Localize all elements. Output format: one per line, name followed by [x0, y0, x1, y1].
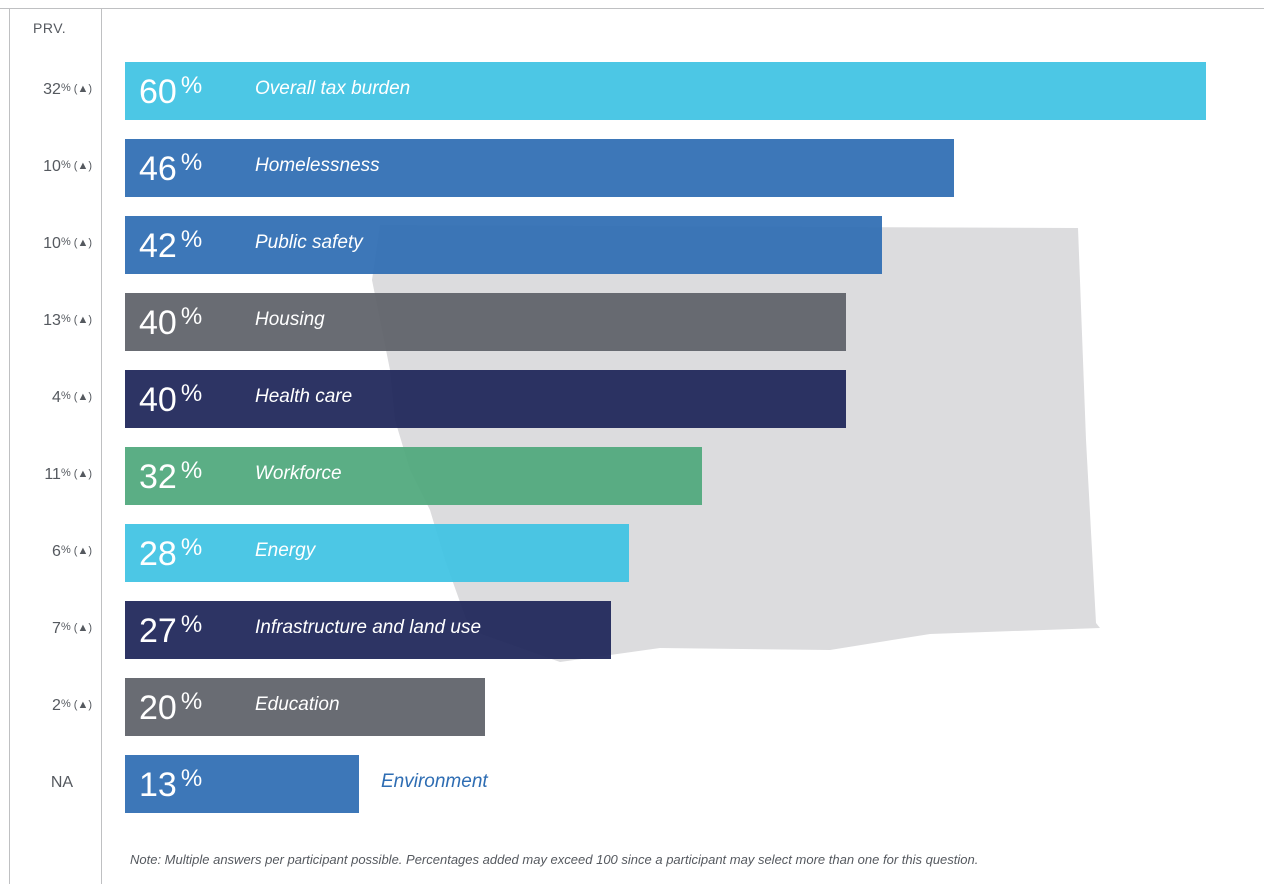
bar-value-label: 40%: [139, 303, 203, 342]
trend-up-icon: (▲): [70, 622, 92, 634]
trend-up-icon: (▲): [70, 699, 92, 711]
previous-value: 2% (▲): [52, 697, 92, 714]
bar-value-label: 60%: [139, 72, 203, 111]
previous-value: 7% (▲): [52, 620, 92, 637]
bar: [125, 216, 882, 274]
bar: [125, 678, 485, 736]
bar: [125, 524, 629, 582]
bar: [125, 293, 846, 351]
bar-value-label: 46%: [139, 149, 203, 188]
bar-value-label: 42%: [139, 226, 203, 265]
bar: [125, 370, 846, 428]
previous-value: 32% (▲): [43, 81, 92, 98]
column-divider: [101, 8, 102, 884]
previous-value: 11% (▲): [44, 466, 92, 483]
previous-value: 4% (▲): [52, 389, 92, 406]
bar-value-label: 40%: [139, 380, 203, 419]
previous-value: 10% (▲): [43, 158, 92, 175]
trend-up-icon: (▲): [70, 314, 92, 326]
bar-value-label: 28%: [139, 534, 203, 573]
bar-value-label: 13%: [139, 765, 203, 804]
bar: [125, 62, 1206, 120]
bar-category-label: Environment: [381, 771, 488, 792]
left-border: [9, 8, 10, 884]
trend-up-icon: (▲): [70, 160, 92, 172]
bar-category-label: Health care: [255, 386, 353, 407]
previous-value: 13% (▲): [43, 312, 92, 329]
bar-category-label: Public safety: [255, 232, 363, 253]
bar: [125, 447, 702, 505]
bar: [125, 601, 611, 659]
washington-state-shape: [372, 225, 1100, 662]
chart-note: Note: Multiple answers per participant p…: [130, 852, 979, 867]
top-border: [0, 8, 1264, 9]
trend-up-icon: (▲): [70, 83, 92, 95]
trend-up-icon: (▲): [70, 545, 92, 557]
previous-value: 6% (▲): [52, 543, 92, 560]
trend-up-icon: (▲): [70, 468, 92, 480]
previous-value: 10% (▲): [43, 235, 92, 252]
bar-category-label: Energy: [255, 540, 316, 561]
bar-category-label: Homelessness: [255, 155, 380, 176]
bar-category-label: Housing: [255, 309, 325, 330]
prv-header: PRV.: [33, 20, 67, 36]
bar-category-label: Overall tax burden: [255, 78, 411, 99]
bar-category-label: Workforce: [255, 463, 342, 484]
previous-value: NA: [50, 774, 74, 791]
trend-up-icon: (▲): [70, 237, 92, 249]
bar-value-label: 27%: [139, 611, 203, 650]
bar: [125, 755, 359, 813]
bar-value-label: 20%: [139, 688, 203, 727]
bar-category-label: Infrastructure and land use: [255, 617, 482, 638]
bar-category-label: Education: [255, 694, 340, 715]
bar: [125, 139, 954, 197]
bar-value-label: 32%: [139, 457, 203, 496]
trend-up-icon: (▲): [70, 391, 92, 403]
